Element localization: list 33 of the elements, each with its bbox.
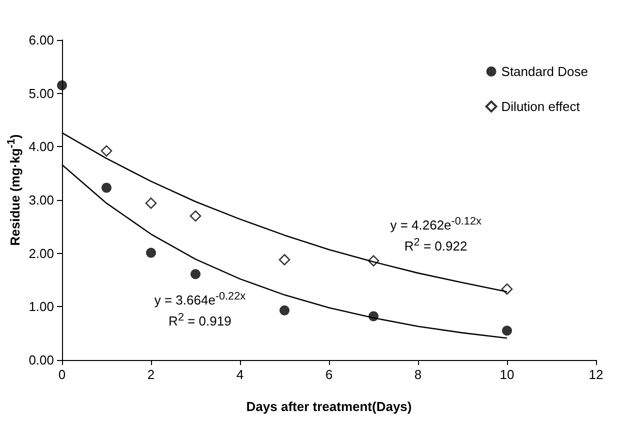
x-tick-label: 4 <box>236 367 244 382</box>
y-tick-label: 0.00 <box>28 352 54 368</box>
point <box>280 305 290 316</box>
annotation: y = 3.664e$^{-0.22x}$ <box>154 290 246 308</box>
x-tick-label: 12 <box>588 367 604 382</box>
point <box>502 326 512 336</box>
annotation: R$^{2}$ = 0.922 <box>404 236 468 254</box>
annotation: R$^{2}$ = 0.919 <box>168 311 232 329</box>
x-tick-label: 6 <box>325 367 333 382</box>
legend-label: Standard Dose <box>501 64 588 79</box>
y-tick-label: 6.00 <box>28 32 54 48</box>
x-tick-label: 2 <box>147 367 155 382</box>
y-tick-label: 2.00 <box>28 246 54 261</box>
point <box>190 210 202 222</box>
point <box>102 182 112 193</box>
x-axis-title: Days after treatment(Days) <box>246 399 412 414</box>
legend-label: Dilution effect <box>501 99 580 114</box>
point <box>368 255 380 266</box>
y-tick-label: 3.00 <box>28 192 54 208</box>
x-tick-label: 8 <box>414 367 422 382</box>
point <box>190 269 200 280</box>
x-tick-label: 10 <box>500 367 514 382</box>
point <box>57 80 67 90</box>
point <box>501 283 513 295</box>
y-tick-label: 5.00 <box>28 86 54 101</box>
point <box>145 198 157 209</box>
x-tick-label: 0 <box>58 367 66 382</box>
y-tick-label: 4.00 <box>28 139 54 154</box>
point <box>278 254 290 266</box>
point <box>100 145 112 157</box>
point <box>146 248 156 258</box>
annotation: y = 4.262e$^{-0.12x}$ <box>390 215 482 233</box>
y-tick-label: 1.00 <box>28 299 54 314</box>
